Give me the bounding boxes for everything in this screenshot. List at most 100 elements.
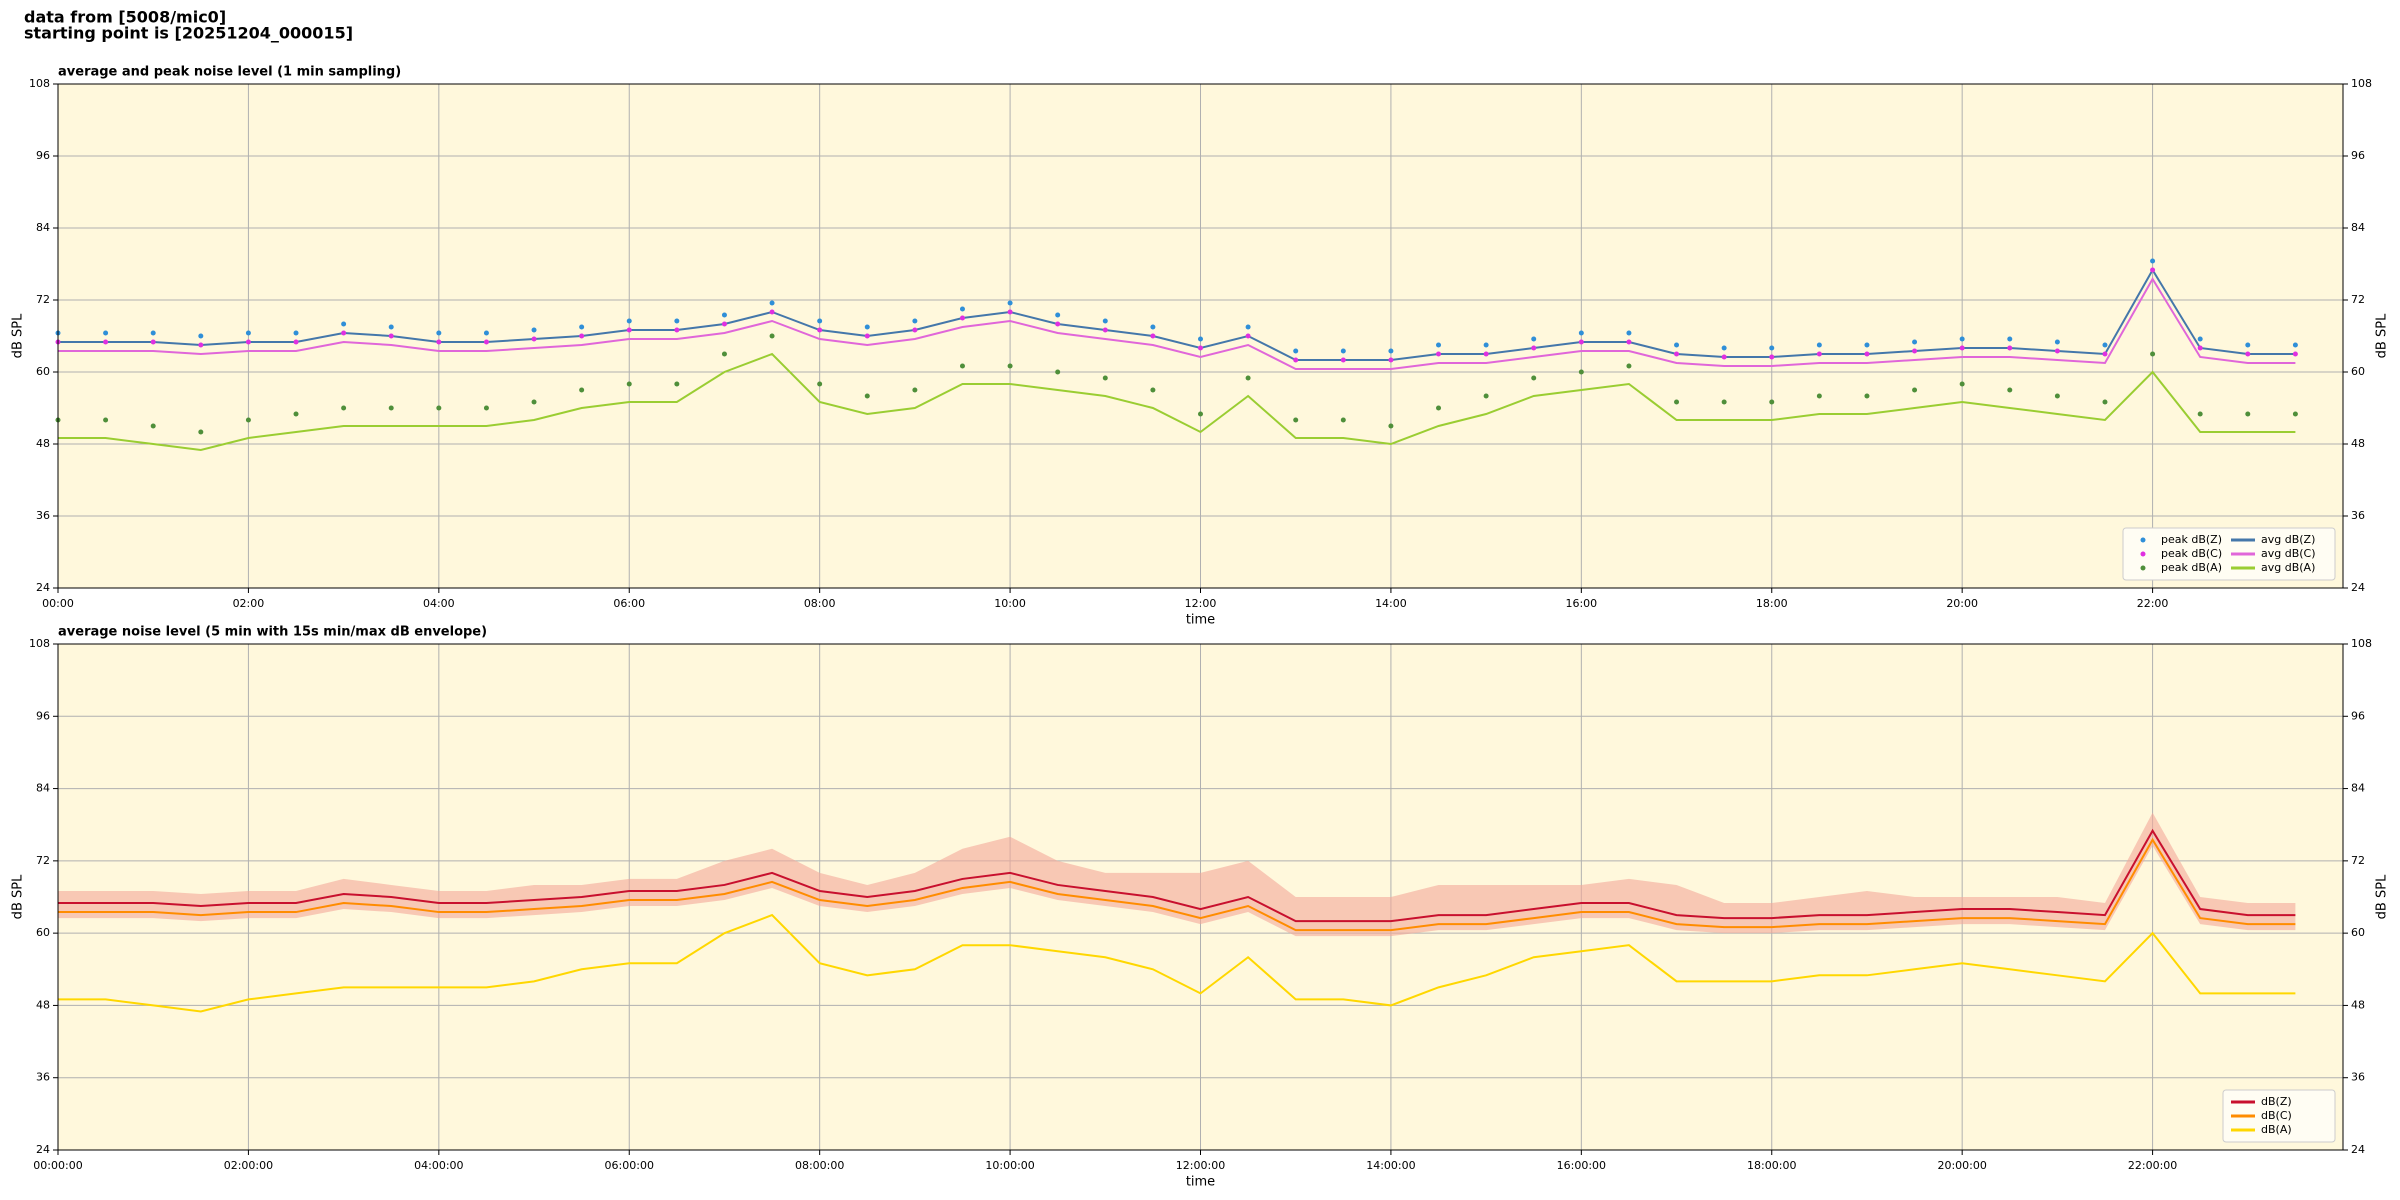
x-tick-label: 20:00:00 [1937, 1159, 1986, 1172]
peak-point [1102, 318, 1108, 324]
header-start: starting point is [20251204_000015] [24, 24, 353, 43]
y2-tick-label: 24 [2351, 581, 2365, 594]
peak-point [1959, 381, 1965, 387]
peak-point [1483, 393, 1489, 399]
y2-tick-label: 108 [2351, 637, 2372, 650]
peak-point [1198, 345, 1203, 351]
peak-point [1436, 351, 1442, 357]
y2-tick-label: 84 [2351, 221, 2365, 234]
peak-point [2150, 258, 2156, 264]
peak-point [1198, 336, 1203, 342]
plot-frame [57, 83, 2344, 589]
peak-point [150, 339, 156, 345]
peak-point [626, 381, 632, 387]
x-tick-label: 00:00:00 [33, 1159, 82, 1172]
peak-point [817, 381, 823, 387]
y-tick-label: 60 [36, 365, 50, 378]
y-tick-label: 60 [36, 926, 50, 939]
y-tick-label: 84 [36, 221, 50, 234]
peak-point [1340, 357, 1346, 363]
x-tick-label: 14:00:00 [1366, 1159, 1415, 1172]
x-tick-label: 04:00 [423, 597, 455, 610]
peak-point [2245, 411, 2251, 417]
peak-point [150, 330, 156, 336]
peak-point [436, 339, 442, 345]
peak-point [1578, 330, 1584, 336]
peak-point [531, 336, 537, 342]
peak-point [483, 339, 489, 345]
chart-title: average and peak noise level (1 min samp… [58, 65, 401, 80]
peak-point [293, 339, 299, 345]
peak-point [1102, 375, 1108, 381]
peak-point [959, 306, 965, 312]
y-tick-label: 108 [29, 637, 50, 650]
y-tick-label: 36 [36, 509, 50, 522]
peak-point [1055, 369, 1061, 375]
x-tick-label: 00:00 [42, 597, 74, 610]
y2-tick-label: 48 [2351, 437, 2365, 450]
header-source: data from [5008/mic0] [24, 8, 226, 27]
peak-point [1721, 345, 1727, 351]
plot-frame [57, 643, 2344, 1151]
peak-point [864, 393, 870, 399]
peak-point [721, 351, 727, 357]
peak-point [721, 321, 727, 327]
y-axis-label: dB SPL [11, 874, 26, 919]
legend-label: peak dB(A) [2161, 561, 2222, 574]
y2-tick-label: 60 [2351, 365, 2365, 378]
peak-point [1769, 399, 1775, 405]
peak-point [388, 324, 394, 330]
x-axis-label: time [1186, 1175, 1215, 1190]
peak-point [1388, 423, 1394, 429]
peak-point [2007, 345, 2013, 351]
peak-point [1150, 387, 1156, 393]
peak-point [1007, 363, 1013, 369]
y2-tick-label: 60 [2351, 926, 2365, 939]
peak-point [959, 315, 965, 321]
peak-point [341, 330, 347, 336]
x-tick-label: 14:00 [1375, 597, 1407, 610]
series-line [58, 352, 2296, 452]
peak-point [341, 405, 347, 411]
peak-point [1721, 399, 1727, 405]
peak-point [1007, 309, 1013, 315]
series-line [58, 837, 2296, 932]
peak-point [1293, 348, 1299, 354]
legend-marker [2140, 537, 2146, 543]
peak-point [2054, 393, 2060, 399]
x-tick-label: 06:00 [613, 597, 645, 610]
peak-point [1959, 336, 1965, 342]
peak-point [1007, 300, 1013, 306]
x-tick-label: 10:00:00 [985, 1159, 1034, 1172]
peak-point [1436, 405, 1442, 411]
peak-point [626, 327, 632, 333]
peak-point [912, 327, 918, 333]
envelope [58, 812, 2296, 937]
y2-tick-label: 96 [2351, 149, 2365, 162]
peak-point [1864, 342, 1870, 348]
peak-point [1245, 375, 1251, 381]
peak-point [198, 342, 204, 348]
peak-point [2150, 267, 2156, 273]
x-tick-label: 18:00 [1756, 597, 1788, 610]
peak-point [245, 330, 251, 336]
peak-point [1816, 351, 1822, 357]
peak-point [483, 405, 489, 411]
peak-point [2197, 336, 2203, 342]
peak-point [1626, 363, 1632, 369]
y-tick-label: 108 [29, 77, 50, 90]
peak-point [769, 300, 775, 306]
y-tick-label: 72 [36, 293, 50, 306]
y2-tick-label: 72 [2351, 293, 2365, 306]
peak-point [1340, 348, 1346, 354]
legend-label: peak dB(Z) [2161, 533, 2222, 546]
peak-point [1150, 333, 1156, 339]
peak-point [2245, 351, 2251, 357]
peak-point [531, 399, 537, 405]
y2-tick-label: 108 [2351, 77, 2372, 90]
peak-point [1912, 348, 1918, 354]
y2-axis-label: dB SPL [2375, 874, 2390, 919]
peak-point [1769, 345, 1775, 351]
peak-point [674, 327, 680, 333]
y-tick-label: 84 [36, 782, 50, 795]
